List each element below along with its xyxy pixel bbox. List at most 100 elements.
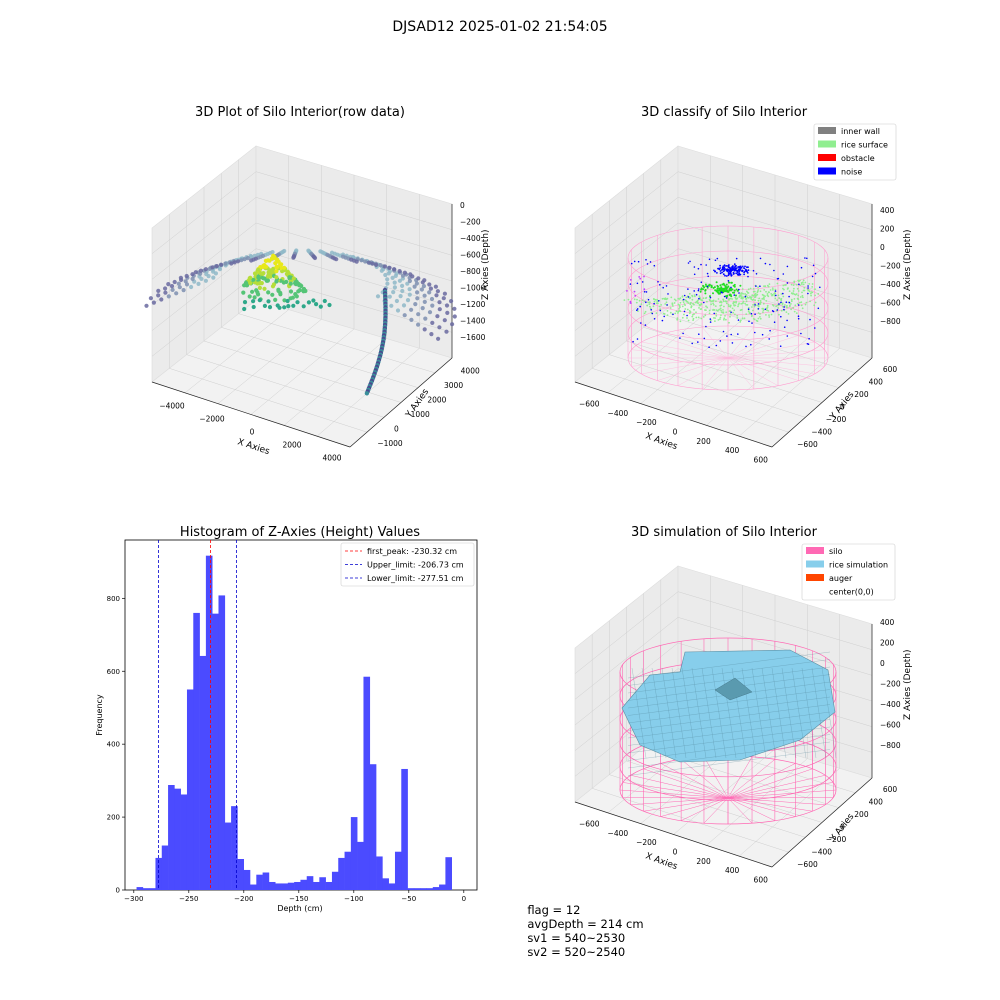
classify-point xyxy=(771,287,774,289)
classify-point xyxy=(683,303,686,305)
raw-point xyxy=(270,268,275,274)
classify-point xyxy=(745,313,748,315)
simulation-z-tick-labels: 400 200 0 −200 −400 −600 −800 xyxy=(880,618,901,750)
raw-point xyxy=(273,297,278,302)
classify-point xyxy=(719,284,722,287)
classify-point xyxy=(723,318,725,321)
raw-point xyxy=(229,261,234,266)
classify-point xyxy=(719,307,722,310)
classify-point xyxy=(641,299,644,302)
classify-point xyxy=(776,304,779,307)
classify-point xyxy=(778,303,780,305)
classify-point xyxy=(814,294,816,297)
raw-point xyxy=(265,278,270,283)
classify-z-tick-label: −800 xyxy=(880,317,901,326)
raw-point xyxy=(390,275,395,280)
raw-point xyxy=(419,287,424,292)
classify-point xyxy=(786,265,789,268)
simulation-x-tick-label: −600 xyxy=(579,820,600,829)
classify-point xyxy=(745,304,747,306)
classify-point xyxy=(797,294,800,297)
classify-point xyxy=(656,298,658,301)
classify-point xyxy=(801,291,803,294)
raw-point xyxy=(430,320,435,325)
classify-point xyxy=(700,308,703,310)
classify-point xyxy=(780,297,783,300)
classify-point xyxy=(797,279,800,282)
panel-raw-data: 3D Plot of Silo Interior(row data) −4000… xyxy=(144,105,491,463)
classify-point xyxy=(772,310,775,313)
classify-point xyxy=(714,305,717,307)
classify-point xyxy=(778,297,780,299)
classify-point xyxy=(664,298,667,300)
raw-axis-lines xyxy=(151,204,453,448)
simulation-z-tick-label: 200 xyxy=(880,639,895,648)
histogram-bar xyxy=(218,595,226,890)
classify-point xyxy=(756,304,758,307)
classify-point xyxy=(737,268,740,271)
raw-point xyxy=(270,292,275,297)
simulation-rice-mesh-line xyxy=(661,667,677,759)
classify-z-tick-label: −400 xyxy=(880,280,901,289)
classify-point xyxy=(768,283,771,285)
classify-point xyxy=(797,315,800,318)
histogram-bar xyxy=(313,881,320,890)
classify-legend-swatch xyxy=(818,167,836,175)
raw-point xyxy=(407,278,412,284)
raw-point xyxy=(291,303,296,308)
classify-point xyxy=(738,288,740,291)
histogram-bar xyxy=(420,888,427,890)
raw-point xyxy=(363,259,368,264)
classify-point xyxy=(743,273,745,276)
raw-point xyxy=(354,259,359,264)
classify-point xyxy=(697,302,700,305)
histogram-bar xyxy=(136,887,144,890)
classify-point xyxy=(770,313,773,316)
classify-point xyxy=(773,321,776,324)
classify-wireframe xyxy=(627,225,829,391)
classify-point xyxy=(636,338,639,340)
simulation-legend-swatch xyxy=(806,574,824,581)
raw-point xyxy=(203,267,208,272)
classify-point xyxy=(740,292,742,295)
classify-points xyxy=(623,257,821,349)
histogram-x-tick-label: −200 xyxy=(234,895,253,903)
classify-point xyxy=(782,273,785,275)
classify-point xyxy=(744,302,746,305)
simulation-z-tick-label: 400 xyxy=(880,618,895,627)
simulation-legend: silo rice simulation auger center(0,0) xyxy=(801,543,896,601)
classify-point xyxy=(730,273,732,275)
classify-point xyxy=(686,317,688,319)
raw-point xyxy=(400,288,405,294)
raw-axes-box xyxy=(151,145,453,448)
classify-point xyxy=(764,295,766,298)
raw-point xyxy=(402,270,407,275)
raw-y-tick-label: −1000 xyxy=(377,439,403,448)
classify-point xyxy=(725,265,728,267)
classify-point xyxy=(699,304,702,306)
classify-y-tick-label: 600 xyxy=(883,365,898,374)
raw-z-tick-labels: 0 −200 −400 −600 −800 −1000 −1200 −1400 −1600 xyxy=(460,201,486,342)
classify-point xyxy=(719,301,721,304)
classify-point xyxy=(746,290,748,293)
classify-point xyxy=(716,284,719,287)
classify-point xyxy=(729,310,732,312)
classify-point xyxy=(762,307,764,310)
raw-point xyxy=(285,298,290,304)
raw-point xyxy=(400,283,405,288)
classify-legend: inner wall rice surface obstacle noise xyxy=(813,123,897,181)
classify-point xyxy=(762,294,765,297)
raw-point xyxy=(242,300,248,305)
classify-point xyxy=(674,312,677,315)
classify-silo-spoke xyxy=(641,341,729,359)
classify-point xyxy=(807,292,809,295)
classify-point xyxy=(755,285,757,287)
simulation-silo-spoke xyxy=(681,797,729,821)
raw-point xyxy=(370,261,375,266)
classify-point xyxy=(645,291,648,293)
classify-point xyxy=(708,312,711,315)
classify-point xyxy=(802,296,804,299)
classify-point xyxy=(751,299,754,301)
classify-silo-spoke xyxy=(677,330,729,359)
classify-point xyxy=(722,330,725,333)
